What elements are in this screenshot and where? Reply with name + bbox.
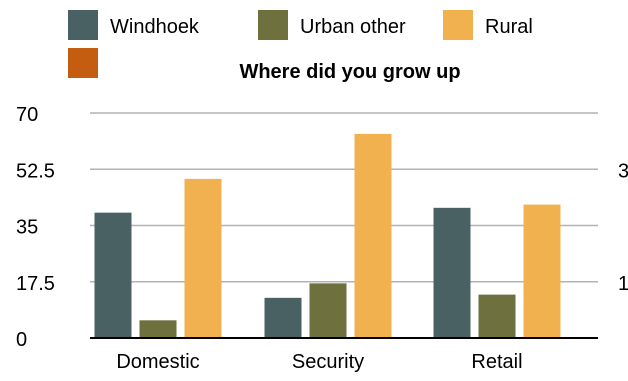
legend-swatch (258, 10, 288, 40)
legend-swatch (443, 10, 473, 40)
gridlines (90, 112, 598, 283)
y-tick-label: 17.5 (16, 273, 55, 295)
legend-label: Windhoek (110, 16, 200, 38)
x-tick-label: Domestic (116, 351, 199, 373)
y-tick-label: 0 (16, 329, 27, 351)
bar-domestic-urban-other (139, 320, 177, 338)
bars (94, 133, 561, 338)
bar-security-windhoek (264, 297, 302, 338)
x-tick-label: Retail (471, 351, 522, 373)
y-tick-label: 70 (16, 104, 38, 126)
legend-swatch (68, 48, 98, 78)
secondary-y-tick-label: 1 (618, 273, 628, 295)
y-tick-label: 35 (16, 217, 38, 239)
bar-retail-rural (523, 204, 561, 338)
legend: Windhoek Urban other Rural (68, 10, 533, 78)
y-tick-label: 52.5 (16, 160, 55, 182)
bar-domestic-rural (184, 178, 222, 338)
legend-label: Urban other (300, 16, 406, 38)
bar-security-rural (354, 133, 392, 338)
legend-swatch (68, 10, 98, 40)
x-tick-label: Security (292, 351, 364, 373)
bar-domestic-windhoek (94, 212, 132, 338)
bar-security-urban-other (309, 283, 347, 338)
bar-retail-windhoek (433, 207, 471, 338)
chart-title: Where did you grow up (239, 61, 460, 83)
legend-label: Rural (485, 16, 533, 38)
axes: 0 17.5 35 52.5 70 1 3 Domestic Security Retail (16, 104, 628, 373)
bar-retail-urban-other (478, 294, 516, 338)
secondary-y-tick-label: 3 (618, 160, 628, 182)
